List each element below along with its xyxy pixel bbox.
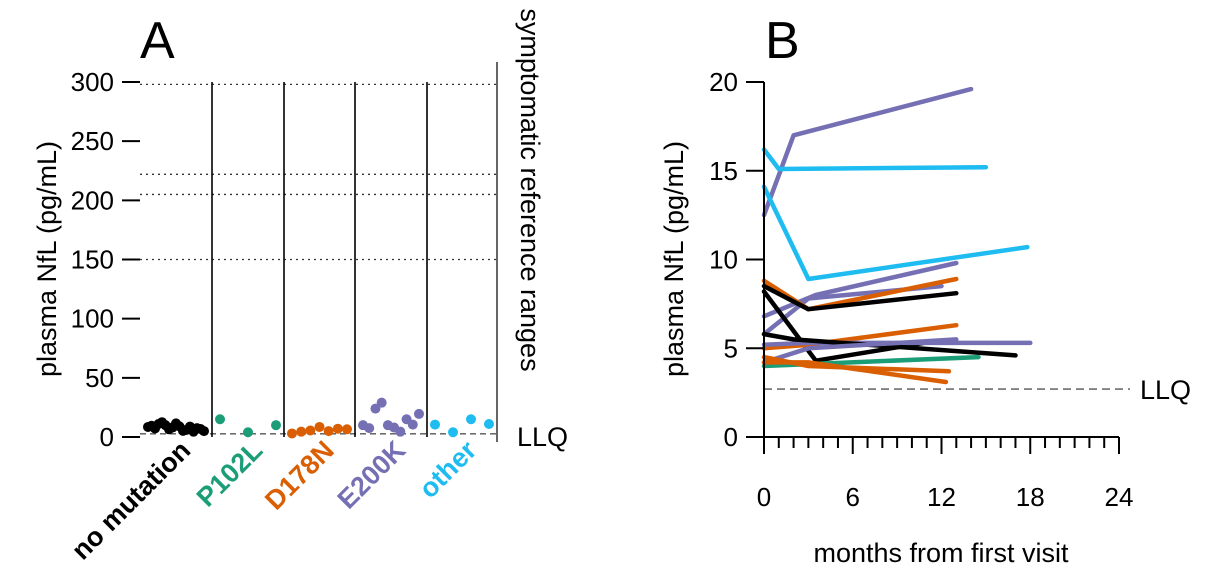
series-line-E200K-0	[761, 86, 974, 218]
y-tick-label-250: 250	[71, 126, 114, 156]
point-E200K-1	[364, 423, 375, 434]
panel-b-x-axis-label: months from first visit	[813, 538, 1069, 568]
panel-label-a: A	[140, 12, 175, 70]
panel-a-gridlines	[140, 83, 497, 435]
panel-a-axes	[211, 62, 498, 442]
y-tick-label-100: 100	[71, 304, 114, 334]
b-x-tick-label-24: 24	[1105, 482, 1134, 512]
y-tick-label-0: 0	[100, 422, 114, 452]
series-line-E200K-3	[761, 260, 959, 319]
point-D178N-0	[287, 428, 297, 439]
point-E200K-6	[395, 426, 406, 437]
y-tick-label-300: 300	[71, 67, 114, 97]
b-y-tick-label-20: 20	[709, 67, 738, 97]
point-P102L-0	[215, 414, 225, 425]
panel-a-points	[143, 397, 494, 439]
y-tick-label-200: 200	[71, 185, 114, 215]
y-tick-label-150: 150	[71, 245, 114, 275]
panel-b: plasma NfL (pg/mL) months from first vis…	[659, 67, 1191, 568]
b-y-tick-label-10: 10	[709, 245, 738, 275]
b-x-tick-label-12: 12	[927, 482, 956, 512]
point-P102L-1	[243, 427, 253, 438]
panel-a-reference-label: symptomatic reference ranges	[515, 8, 545, 371]
point-no_mutation-16	[199, 426, 209, 437]
panel-b-ticks: 0 5 10 15 20 0 6 12 18 24	[709, 67, 1133, 512]
panel-a-y-ticks: 0 50 100 150 200 250 300	[71, 67, 140, 452]
panel-b-series-lines	[761, 86, 1033, 385]
category-label-other: other	[413, 435, 482, 504]
point-other-3	[484, 418, 494, 429]
point-D178N-6	[342, 424, 352, 435]
category-label-no_mutation: no mutation	[66, 435, 196, 565]
point-E200K-3	[376, 397, 387, 408]
panel-b-llq-label: LLQ	[1140, 375, 1191, 405]
point-D178N-5	[332, 423, 343, 434]
y-tick-label-50: 50	[85, 363, 114, 393]
panel-b-y-axis-label: plasma NfL (pg/mL)	[659, 141, 689, 377]
series-line-D178N-14	[761, 360, 949, 385]
panel-a-y-axis-label: plasma NfL (pg/mL)	[32, 141, 62, 377]
point-P102L-2	[271, 420, 281, 431]
point-other-2	[466, 414, 476, 425]
series-line-other-2	[761, 184, 1030, 282]
point-other-1	[448, 427, 458, 438]
point-D178N-2	[305, 425, 316, 436]
point-E200K-8	[407, 419, 418, 430]
category-label-E200K: E200K	[332, 435, 412, 515]
panel-a-llq-label: LLQ	[517, 422, 568, 452]
panel-label-b: B	[765, 12, 800, 70]
point-D178N-1	[296, 426, 307, 437]
panel-a: plasma NfL (pg/mL) symptomatic reference…	[32, 8, 568, 565]
b-y-tick-label-15: 15	[709, 156, 738, 186]
series-line-D178N-13	[761, 354, 952, 374]
b-y-tick-label-0: 0	[724, 422, 738, 452]
point-D178N-4	[323, 426, 334, 437]
series-line-other-1	[761, 147, 989, 172]
series-line-E200K-9	[761, 340, 1033, 347]
category-label-D178N: D178N	[259, 435, 340, 516]
series-line-no_mutation-7	[761, 289, 927, 363]
b-x-tick-label-0: 0	[757, 482, 771, 512]
point-D178N-3	[314, 421, 325, 432]
series-line-no_mutation-6	[761, 283, 959, 312]
point-E200K-2	[370, 403, 381, 414]
series-line-no_mutation-10	[761, 331, 1018, 358]
point-E200K-9	[414, 408, 424, 419]
series-line-E200K-12	[761, 337, 959, 365]
point-other-0	[430, 419, 440, 430]
b-x-tick-label-6: 6	[846, 482, 860, 512]
category-label-P102L: P102L	[191, 435, 268, 512]
b-x-tick-label-18: 18	[1016, 482, 1045, 512]
b-y-tick-label-5: 5	[724, 333, 738, 363]
